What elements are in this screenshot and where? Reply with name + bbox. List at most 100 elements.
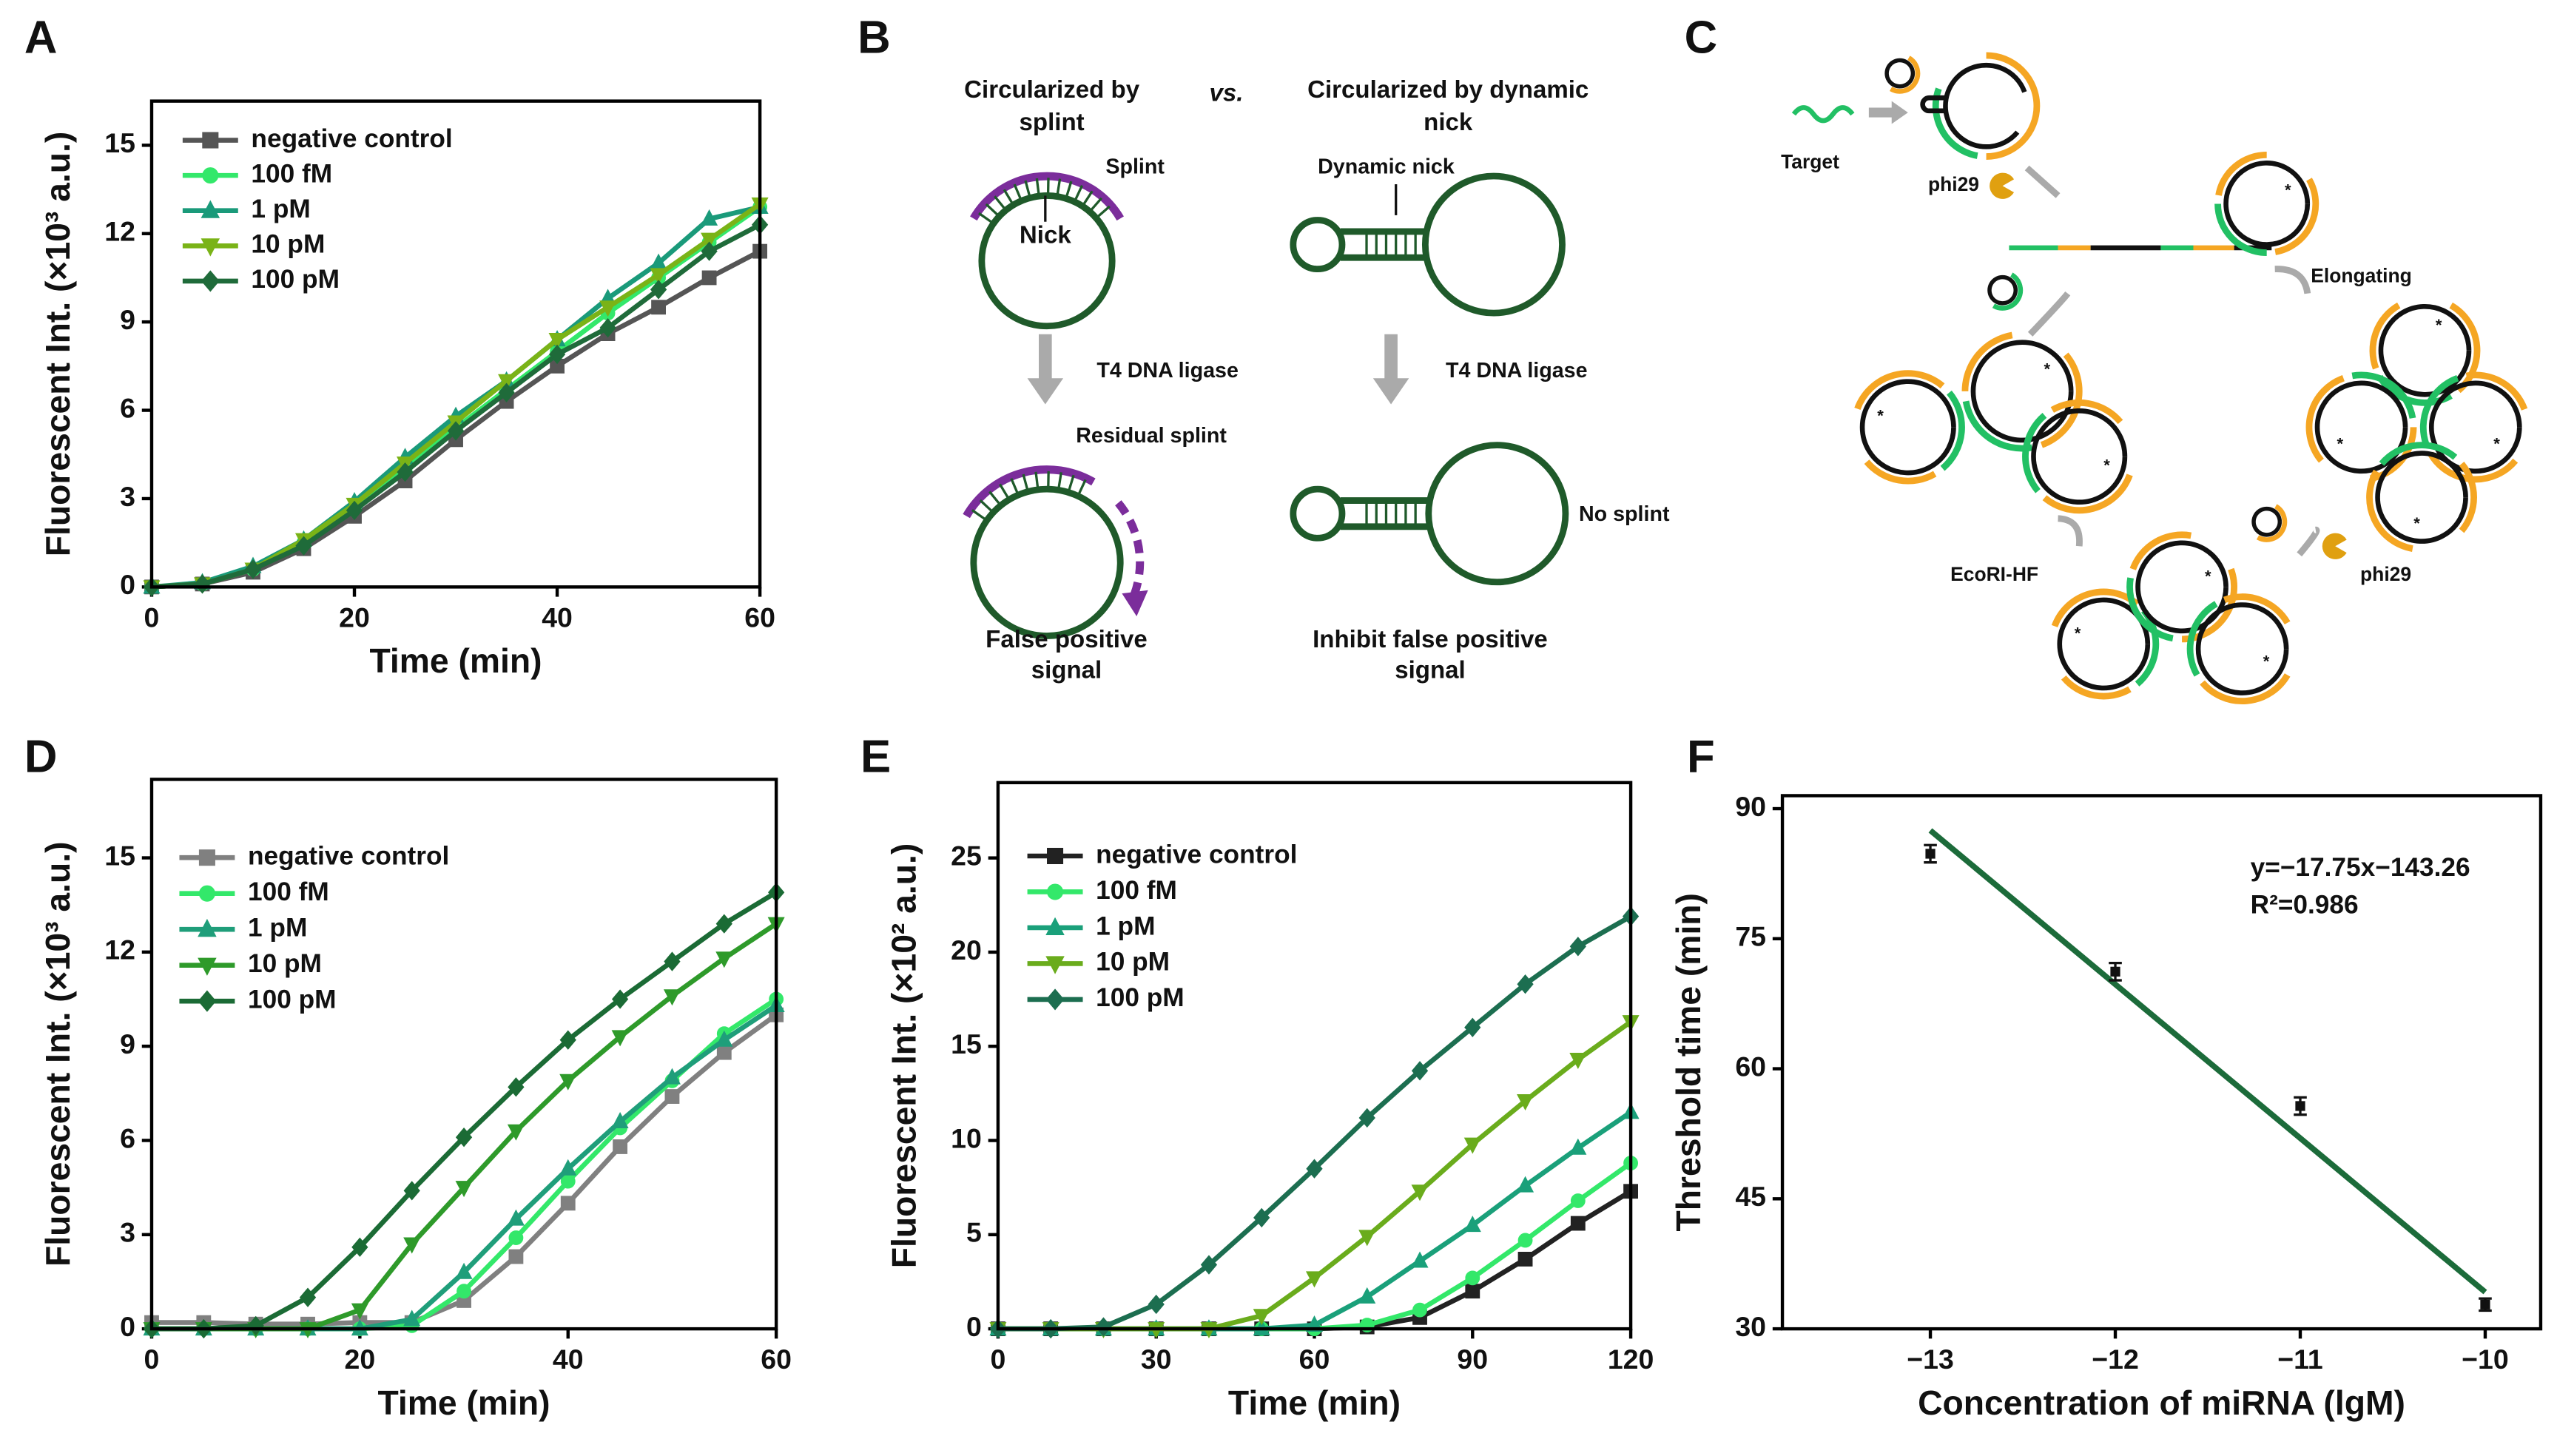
dna-loop xyxy=(1290,485,1346,542)
dna-loop xyxy=(1290,217,1346,273)
x-axis-label: Time (min) xyxy=(1228,1383,1401,1422)
dna-strand xyxy=(2459,462,2477,533)
panel-label: C xyxy=(1685,12,1718,63)
x-tick-label: 0 xyxy=(144,1344,160,1375)
hybrid-bond xyxy=(988,491,1002,507)
marker xyxy=(1253,1309,1270,1326)
diagram-label: T4 DNA ligase xyxy=(1096,359,1239,382)
marker xyxy=(1569,1053,1587,1070)
diagram-label: Circularized by dynamic xyxy=(1307,76,1589,104)
marker xyxy=(611,1112,629,1129)
legend-label: 100 pM xyxy=(251,265,340,294)
marker xyxy=(560,1196,576,1211)
marker xyxy=(1305,1271,1324,1288)
dna-strand xyxy=(2274,178,2320,255)
dna-strand xyxy=(2419,374,2459,447)
marker xyxy=(295,536,312,556)
y-tick-label: 15 xyxy=(104,840,135,871)
x-tick-label: −12 xyxy=(2092,1344,2139,1375)
asterisk: * xyxy=(2337,434,2344,453)
hybrid-bond xyxy=(1035,178,1040,197)
marker xyxy=(611,1030,629,1047)
data-point xyxy=(2480,1299,2490,1310)
dna-strand xyxy=(1884,58,1916,89)
dna-strand xyxy=(2305,374,2345,463)
phi29-polymerase xyxy=(1990,172,2015,199)
hybrid-bond xyxy=(979,499,994,513)
data-point xyxy=(1925,849,1936,859)
marker xyxy=(663,989,681,1006)
dna-strand xyxy=(2195,602,2289,695)
marker xyxy=(1570,1193,1586,1208)
marker xyxy=(1465,1270,1480,1286)
dna-strand xyxy=(2214,203,2267,256)
marker xyxy=(548,344,566,365)
residual-splint-dashed xyxy=(1115,500,1145,596)
marker xyxy=(508,1077,525,1097)
legend-marker xyxy=(198,957,217,976)
dna-strand xyxy=(2465,371,2528,411)
marker xyxy=(663,1068,681,1085)
marker xyxy=(397,462,414,482)
hybrid-bond xyxy=(1095,205,1111,220)
y-tick-label: 3 xyxy=(120,481,135,512)
dna-loop xyxy=(1421,172,1566,317)
marker xyxy=(715,1030,733,1047)
plot-frame xyxy=(149,99,762,589)
y-tick-label: 30 xyxy=(1735,1311,1766,1342)
dna-strand xyxy=(2375,451,2468,544)
dna-strand xyxy=(1859,379,1956,476)
hybrid-bond xyxy=(1077,479,1087,497)
marker xyxy=(650,268,667,285)
hybrid-bond xyxy=(1073,185,1084,203)
marker xyxy=(346,500,363,521)
marker xyxy=(1517,974,1534,994)
y-tick-label: 10 xyxy=(951,1122,982,1153)
marker xyxy=(664,1089,680,1104)
marker xyxy=(507,1124,525,1141)
arrowhead xyxy=(1122,590,1148,617)
legend-marker xyxy=(198,918,217,937)
y-axis-label: Fluorescent Int. (×10³ a.u.) xyxy=(38,132,77,557)
diagram-label: signal xyxy=(1395,657,1466,684)
dna-strand xyxy=(2378,303,2472,397)
dna-strand xyxy=(2366,469,2413,552)
y-tick-label: 5 xyxy=(966,1217,982,1248)
marker xyxy=(403,1310,421,1327)
process-arrow xyxy=(2297,526,2320,557)
dna-strand xyxy=(2061,675,2132,700)
marker xyxy=(498,374,516,391)
process-arrow xyxy=(2027,291,2071,337)
data-point xyxy=(2110,966,2120,977)
dna-strand xyxy=(2223,161,2311,247)
asterisk: * xyxy=(2205,567,2211,585)
plot-frame xyxy=(1780,794,2543,1331)
dna-strand xyxy=(2215,151,2267,196)
x-axis-label: Concentration of miRNA (lgM) xyxy=(1918,1383,2405,1422)
marker xyxy=(1411,1184,1429,1201)
asterisk: * xyxy=(2075,624,2081,643)
hybrid-bond xyxy=(1057,472,1062,491)
asterisk: * xyxy=(2044,360,2051,378)
x-tick-label: 30 xyxy=(1141,1344,1172,1375)
asterisk: * xyxy=(2285,181,2291,200)
marker xyxy=(351,1303,368,1320)
x-tick-label: 0 xyxy=(990,1344,1005,1375)
dna-strand xyxy=(2200,673,2291,705)
decorations: * * * * * * * * * * * xyxy=(971,52,2528,705)
dna-circle xyxy=(970,485,1124,639)
diagram-label: phi29 xyxy=(2360,563,2411,585)
x-axis-label: Time (min) xyxy=(369,641,542,680)
y-tick-label: 60 xyxy=(1735,1051,1766,1082)
y-tick-label: 90 xyxy=(1735,791,1766,822)
legend-marker xyxy=(1045,917,1065,935)
dna-strand xyxy=(2223,593,2291,625)
marker xyxy=(559,1159,577,1176)
y-tick-label: 15 xyxy=(104,127,135,158)
dna-strand xyxy=(1943,62,2027,149)
annotation: y=−17.75x−143.26 xyxy=(2251,853,2470,882)
marker xyxy=(599,317,616,338)
annotation: R²=0.986 xyxy=(2251,891,2359,920)
marker xyxy=(701,241,718,261)
